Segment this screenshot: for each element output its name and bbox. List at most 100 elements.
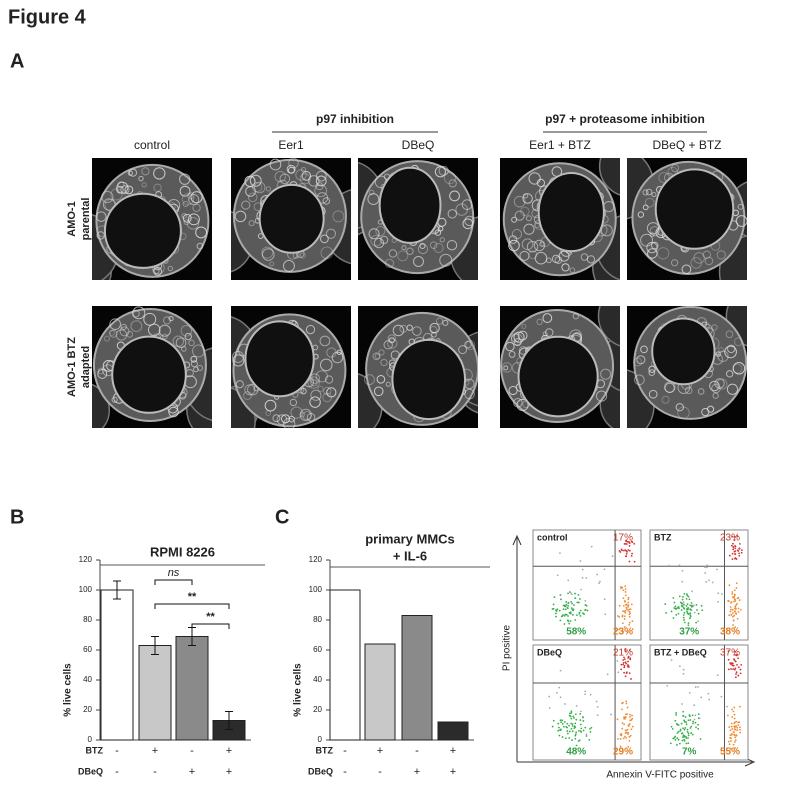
event-dot: [579, 609, 582, 612]
vesicle: [406, 247, 414, 255]
vesicle: [111, 396, 118, 403]
event-dot: [633, 542, 636, 545]
bar: [401, 615, 433, 741]
event-dot: [618, 628, 621, 631]
vesicle: [526, 241, 539, 253]
neighbor-cell: [718, 234, 747, 280]
event-dot: [626, 706, 629, 709]
y-tick-label: 40: [313, 675, 322, 684]
event-dot: [729, 729, 732, 732]
event-dot: [564, 703, 566, 705]
vesicle: [186, 216, 200, 230]
column-label: Eer1 + BTZ: [529, 138, 591, 152]
condition-mark: +: [226, 766, 232, 778]
micrograph: [500, 158, 620, 280]
event-dot: [604, 613, 607, 616]
event-dot: [623, 666, 626, 669]
event-dot: [568, 714, 571, 717]
event-dot: [573, 727, 576, 729]
vesicle: [195, 226, 208, 239]
vesicle: [175, 337, 187, 349]
event-dot: [628, 739, 631, 742]
condition-mark: -: [153, 766, 157, 778]
vesicle: [640, 345, 648, 354]
vesicle: [642, 189, 649, 196]
event-dot: [556, 692, 558, 694]
group-header: p97 + proteasome inhibition: [545, 112, 705, 126]
event-dot: [562, 614, 564, 616]
event-dot: [681, 739, 684, 742]
event-dot: [675, 712, 677, 714]
event-dot: [732, 546, 735, 548]
event-dot: [740, 551, 743, 554]
event-dot: [676, 732, 679, 734]
event-dot: [586, 609, 589, 612]
event-dot: [733, 595, 736, 598]
event-dot: [682, 672, 685, 675]
vesicle: [320, 234, 329, 244]
event-dot: [680, 732, 683, 735]
event-dot: [680, 609, 683, 611]
event-dot: [588, 738, 591, 741]
event-dot: [571, 725, 574, 727]
event-dot: [675, 608, 677, 610]
event-dot: [734, 553, 737, 555]
event-dot: [571, 602, 573, 605]
event-dot: [622, 659, 625, 661]
event-dot: [627, 609, 629, 612]
vesicle: [461, 199, 473, 210]
vesicle: [508, 235, 518, 244]
vesicle: [323, 386, 332, 396]
event-dot: [571, 593, 573, 596]
event-dot: [689, 614, 692, 616]
vesicle: [324, 375, 334, 384]
event-dot: [728, 743, 731, 746]
y-tick-label: 80: [83, 615, 92, 624]
vesicle: [315, 182, 324, 191]
event-dot: [689, 612, 692, 615]
event-dot: [682, 715, 685, 718]
event-dot: [691, 733, 694, 736]
micrograph: [500, 306, 620, 428]
event-dot: [693, 611, 696, 614]
event-dot: [606, 673, 609, 676]
event-dot: [693, 718, 696, 721]
event-dot: [734, 676, 737, 679]
vesicle: [401, 245, 407, 251]
event-dot: [627, 598, 630, 601]
event-dot: [610, 713, 612, 716]
neighbor-cell: [598, 158, 620, 196]
event-dot: [727, 658, 730, 661]
event-dot: [589, 731, 592, 733]
event-dot: [631, 714, 633, 717]
event-dot: [560, 615, 563, 618]
event-dot: [629, 715, 631, 718]
event-dot: [626, 671, 628, 674]
vesicle: [651, 191, 657, 198]
vesicle: [449, 190, 460, 202]
event-dot: [578, 739, 581, 742]
event-dot: [680, 604, 683, 607]
vesicle: [336, 349, 342, 355]
nucleus: [517, 335, 599, 418]
y-tick-label: 20: [313, 705, 322, 714]
vesicle: [241, 200, 251, 210]
event-dot: [689, 617, 691, 620]
y-tick-label: 60: [83, 645, 92, 654]
vesicle: [276, 414, 288, 426]
event-dot: [567, 604, 570, 607]
event-dot: [574, 597, 577, 600]
vesicle: [302, 410, 312, 421]
y-arrow: [512, 534, 522, 762]
nucleus: [654, 168, 735, 250]
event-dot: [676, 744, 678, 746]
event-dot: [731, 615, 734, 618]
event-dot: [695, 621, 698, 624]
vesicle: [116, 181, 129, 194]
event-dot: [734, 626, 737, 629]
vesicle: [681, 264, 692, 275]
event-dot: [624, 675, 627, 678]
vesicle: [190, 355, 198, 363]
vesicle: [180, 325, 193, 337]
event-dot: [683, 719, 685, 722]
